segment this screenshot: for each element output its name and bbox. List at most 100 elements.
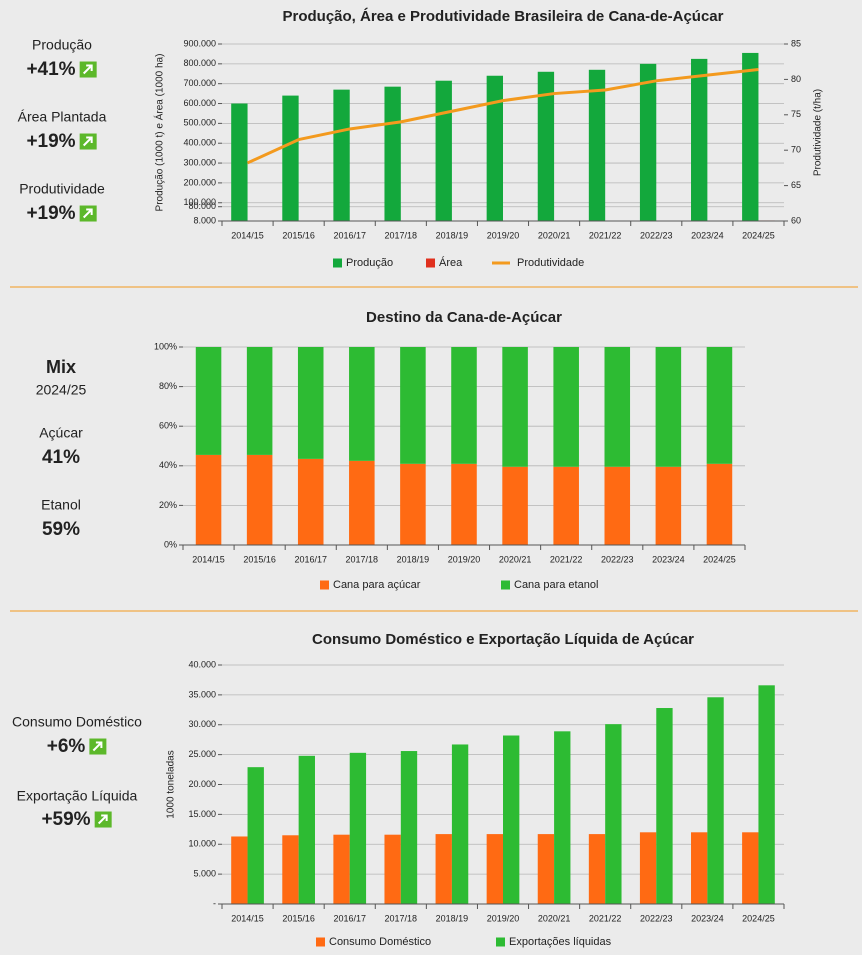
arrow-icon	[89, 738, 107, 755]
panel-title: Mix	[46, 357, 76, 377]
legend-swatch	[501, 580, 510, 590]
legend-swatch	[333, 258, 342, 268]
bar-segment	[706, 463, 733, 545]
bar-segment	[400, 347, 426, 464]
legend-swatch	[496, 937, 505, 947]
y-tick-label: 20%	[159, 500, 177, 510]
arrow-icon	[79, 61, 97, 78]
x-tick-label: 2014/15	[231, 913, 264, 923]
bar-segment	[655, 466, 682, 545]
bar	[537, 71, 555, 221]
stat-value: +19%	[26, 131, 75, 152]
bar-segment	[502, 347, 528, 467]
y2-tick-label: 60	[791, 215, 801, 225]
bar-segment	[553, 466, 579, 545]
chart-title: Destino da Cana-de-Açúcar	[366, 309, 562, 326]
legend-label: Consumo Doméstico	[329, 936, 431, 948]
bar	[400, 751, 418, 904]
x-tick-label: 2019/20	[448, 554, 481, 564]
x-tick-label: 2021/22	[589, 913, 622, 923]
bar-segment	[195, 454, 222, 545]
arrow-icon	[79, 205, 97, 222]
bar-segment	[349, 347, 375, 461]
x-tick-label: 2023/24	[691, 230, 724, 240]
y-tick-label: 5.000	[193, 869, 216, 879]
y2-tick-label: 85	[791, 38, 801, 48]
bar-segment	[604, 466, 631, 545]
x-tick-label: 2015/16	[243, 554, 276, 564]
legend-label: Área	[439, 256, 463, 269]
bar	[742, 52, 759, 222]
line	[246, 67, 759, 165]
y2-tick-label: 75	[791, 109, 801, 119]
legend-label: Cana para açúcar	[333, 579, 421, 591]
panel-subtitle: 2024/25	[36, 382, 87, 398]
bar	[486, 75, 503, 222]
bar	[384, 834, 401, 904]
bar	[656, 708, 673, 904]
bar	[231, 836, 248, 904]
legend-label: Produtividade	[517, 257, 584, 269]
legend-swatch	[426, 258, 435, 268]
x-tick-label: 2018/19	[436, 230, 469, 240]
bar-segment	[502, 466, 528, 545]
y-axis-label: 1000 toneladas	[166, 750, 177, 818]
stat-value: +19%	[26, 203, 75, 224]
bar	[451, 744, 469, 904]
legend-swatch	[320, 580, 329, 590]
stat-label: Etanol	[41, 497, 81, 513]
bar-segment	[246, 454, 273, 545]
stat-label: Açúcar	[39, 425, 83, 441]
y-tick-label: 20.000	[188, 779, 216, 789]
bar	[298, 755, 315, 904]
y-tick-label: 800.000	[183, 58, 216, 68]
bar	[537, 834, 555, 904]
y-tick-label: 200.000	[183, 177, 216, 187]
arrow	[82, 136, 93, 147]
bar	[639, 832, 657, 904]
x-tick-label: 2023/24	[691, 913, 724, 923]
x-tick-label: 2021/22	[550, 554, 583, 564]
bar	[282, 95, 299, 221]
bar-segment	[451, 347, 477, 464]
y-tick-label: 300.000	[183, 157, 216, 167]
legend-label: Exportações líquidas	[509, 936, 612, 948]
y-tick-label: 400.000	[183, 138, 216, 148]
bar	[247, 767, 264, 904]
bar	[605, 724, 622, 904]
x-tick-label: 2020/21	[499, 554, 532, 564]
y-tick-label: 0%	[164, 539, 177, 549]
x-tick-label: 2019/20	[487, 913, 520, 923]
y-tick-label: 600.000	[183, 98, 216, 108]
y-tick-label: 35.000	[188, 689, 216, 699]
x-tick-label: 2015/16	[282, 230, 315, 240]
bar	[742, 832, 759, 904]
x-tick-label: 2021/22	[589, 230, 622, 240]
x-tick-label: 2017/18	[385, 913, 418, 923]
bar-segment	[706, 347, 733, 464]
legend-label: Cana para etanol	[514, 579, 598, 591]
bar	[588, 69, 606, 222]
stat-label: Área Plantada	[18, 109, 107, 125]
y-tick-label: 60%	[159, 421, 177, 431]
chart-title: Produção, Área e Produtividade Brasileir…	[283, 8, 724, 25]
stat-value: +41%	[26, 59, 75, 80]
x-tick-label: 2024/25	[703, 554, 736, 564]
bar-segment	[400, 463, 426, 545]
x-tick-label: 2018/19	[397, 554, 430, 564]
x-tick-label: 2019/20	[487, 230, 520, 240]
bar-segment	[349, 460, 375, 545]
bar	[691, 832, 708, 904]
y-axis-label: Produção (1000 t) e Área (1000 ha)	[153, 54, 166, 212]
stat-value: +6%	[47, 736, 86, 757]
bar-segment	[553, 347, 579, 467]
arrow-icon	[79, 133, 97, 150]
bar-segment	[195, 347, 222, 455]
bar-segment	[604, 347, 631, 467]
y-tick-label: 700.000	[183, 78, 216, 88]
x-tick-label: 2014/15	[231, 230, 264, 240]
bar-segment	[655, 347, 682, 467]
arrow	[92, 741, 103, 752]
y2-tick-label: 80	[791, 74, 801, 84]
